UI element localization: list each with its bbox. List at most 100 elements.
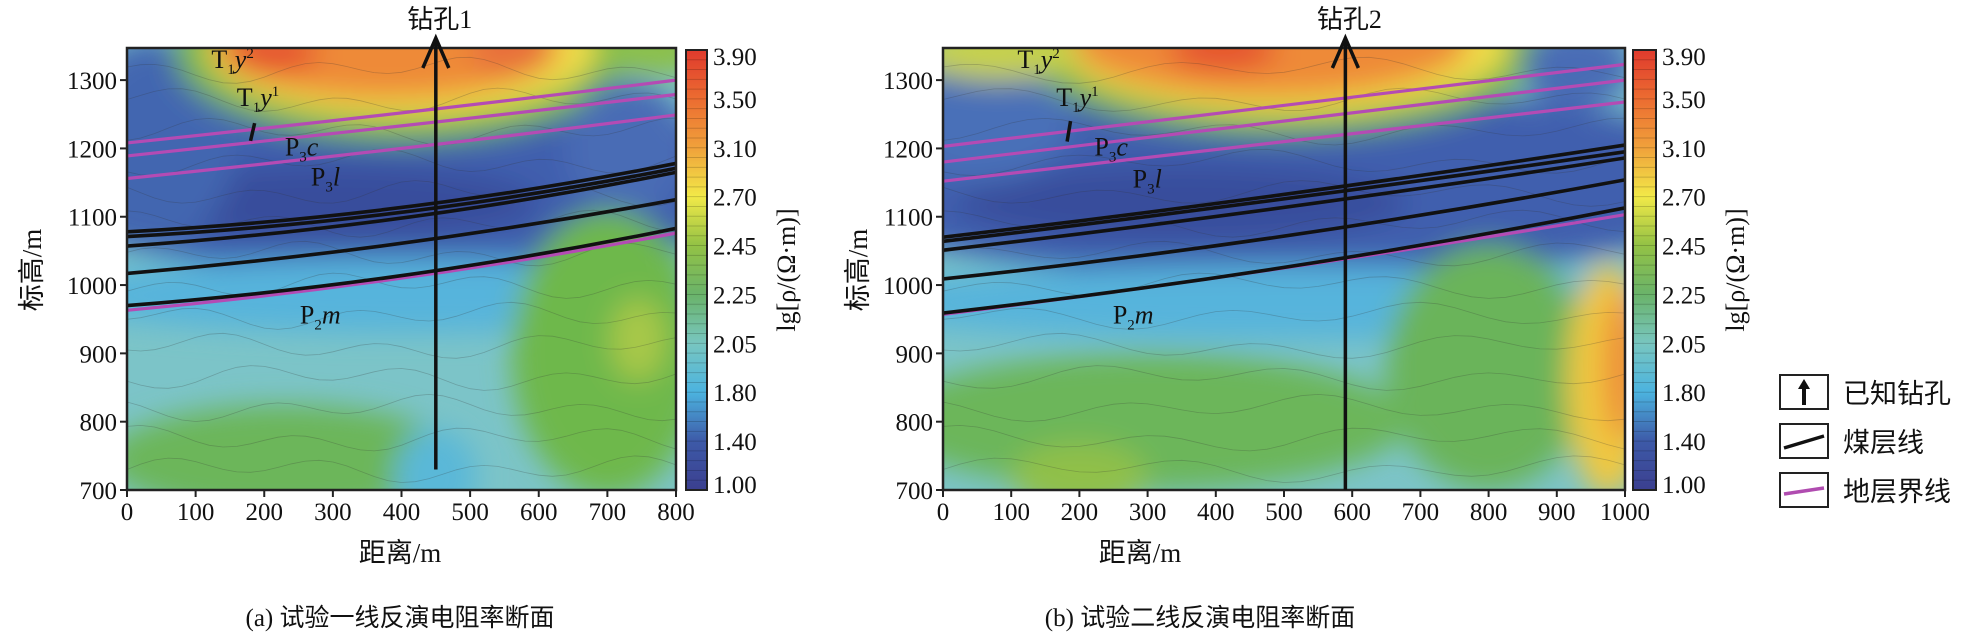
strata-label-sub: 1 <box>253 100 260 116</box>
x-tick-label: 400 <box>383 499 421 526</box>
strata-label-base: T <box>1017 45 1033 74</box>
field-region <box>1604 291 1625 443</box>
colorbar-tick-label: 3.10 <box>713 136 757 163</box>
strata-label-sup: 1 <box>1091 84 1099 100</box>
field-region <box>470 48 553 77</box>
stratum-boundary-line <box>943 100 1625 183</box>
colorbar-tick-label: 1.00 <box>1662 472 1706 499</box>
strata-label-italic: c <box>307 132 319 161</box>
colorbar-tick-label: 1.80 <box>713 380 757 407</box>
contour-line <box>943 240 1625 267</box>
arrow-up-icon <box>421 33 451 69</box>
strata-label: P2m <box>1113 300 1154 333</box>
stratum-boundary-line <box>127 113 676 181</box>
contour-line <box>127 272 676 299</box>
y-tick-label: 700 <box>80 478 118 505</box>
contour-line <box>127 56 676 84</box>
contour-line <box>943 332 1625 359</box>
legend-label: 已知钻孔 <box>1843 379 1951 410</box>
x-tick-label: 400 <box>1197 499 1235 526</box>
colorbar-tick-label: 1.40 <box>1662 429 1706 456</box>
x-tick-label: 200 <box>1061 499 1099 526</box>
strata-label-base: T <box>237 83 253 112</box>
y-tick-label: 800 <box>80 410 118 437</box>
coal-seam-line <box>127 170 676 248</box>
legend: 已知钻孔 煤层线 地层界线 <box>1779 367 1951 514</box>
strata-label-italic: y <box>1077 83 1092 112</box>
coal-seam-line <box>127 166 676 239</box>
contour-line <box>127 365 676 391</box>
y-tick-label: 1200 <box>883 136 933 163</box>
colorbar-label: lg[ρ/(Ω·m)] <box>1721 208 1750 331</box>
legend-label: 地层界线 <box>1843 477 1951 508</box>
colorbar-label: lg[ρ/(Ω·m)] <box>772 208 801 331</box>
field-region <box>1073 48 1468 98</box>
y-tick-label: 800 <box>896 410 934 437</box>
y-tick-label: 1300 <box>67 68 117 95</box>
black-line-icon <box>1783 433 1825 450</box>
colorbar-scale <box>685 49 708 491</box>
strata-label: P3l <box>311 162 340 195</box>
x-tick-label: 900 <box>1538 499 1576 526</box>
y-tick-label: 1000 <box>883 273 933 300</box>
field-region <box>1168 48 1278 70</box>
strata-label: T1y2 <box>1017 45 1059 78</box>
contour-line <box>943 180 1625 207</box>
contour-line <box>943 56 1625 84</box>
strata-label-sub: 1 <box>1072 100 1080 116</box>
strata-label-base: P <box>285 132 299 161</box>
resistivity-field <box>943 48 1625 490</box>
x-tick-label: 0 <box>121 499 134 526</box>
coal-seam-line <box>943 178 1625 281</box>
contour-line <box>943 393 1625 422</box>
strata-label-italic: y <box>1038 45 1053 74</box>
x-tick-label: 500 <box>1265 499 1303 526</box>
arrow-up-icon <box>1798 378 1810 405</box>
field-region <box>127 404 464 490</box>
borehole-label: 钻孔2 <box>1317 5 1382 34</box>
panel-caption: (a) 试验一线反演电阻率断面 <box>246 604 555 632</box>
arrow-up-icon <box>1330 33 1360 69</box>
y-tick-label: 1100 <box>68 205 117 232</box>
strata-label-base: P <box>1113 300 1127 329</box>
field-region <box>511 209 676 490</box>
strata-label-sup: 1 <box>272 84 280 100</box>
x-tick-label: 600 <box>520 499 558 526</box>
strata-label-italic: y <box>257 83 272 112</box>
x-tick-label: 300 <box>1129 499 1167 526</box>
legend-item-borehole: 已知钻孔 <box>1779 367 1951 416</box>
field-region <box>610 298 666 381</box>
contour-line <box>943 117 1625 146</box>
contour-line <box>943 424 1625 452</box>
strata-label: P3c <box>285 132 319 165</box>
y-tick-label: 900 <box>896 341 934 368</box>
strata-label-sup: 2 <box>1052 46 1060 62</box>
y-tick-label: 1100 <box>884 205 933 232</box>
stratum-boundary-line <box>127 78 676 145</box>
strata-label-sub: 3 <box>1147 181 1155 197</box>
colorbar: 1.00 1.40 1.80 2.05 2.25 2.45 2.70 3.10 3.50 3.90… <box>1632 44 1750 499</box>
strata-label-base: T <box>1056 83 1072 112</box>
coal-seam-line <box>943 206 1625 315</box>
field-region <box>943 353 1407 490</box>
strata-label: P3l <box>1133 164 1162 197</box>
strata-label-italic: c <box>1116 132 1128 161</box>
contour-line <box>943 301 1625 330</box>
contour-line <box>943 365 1625 391</box>
coal-seam-line <box>943 156 1625 253</box>
strata-label-base: T <box>211 45 227 74</box>
field-region <box>1011 442 1148 490</box>
colorbar-tick-label: 1.00 <box>713 472 757 499</box>
colorbar-tick-label: 3.50 <box>713 87 757 114</box>
field-region <box>943 48 1080 81</box>
y-tick-label: 1000 <box>67 273 117 300</box>
strata-label-sub: 3 <box>299 149 307 165</box>
contour-line <box>127 455 676 483</box>
colorbar-tick-label: 1.40 <box>713 429 757 456</box>
strata-label-italic: m <box>322 300 341 329</box>
contour-line <box>127 240 676 267</box>
y-tick-label: 700 <box>896 478 934 505</box>
strata-label-base: P <box>1094 132 1108 161</box>
